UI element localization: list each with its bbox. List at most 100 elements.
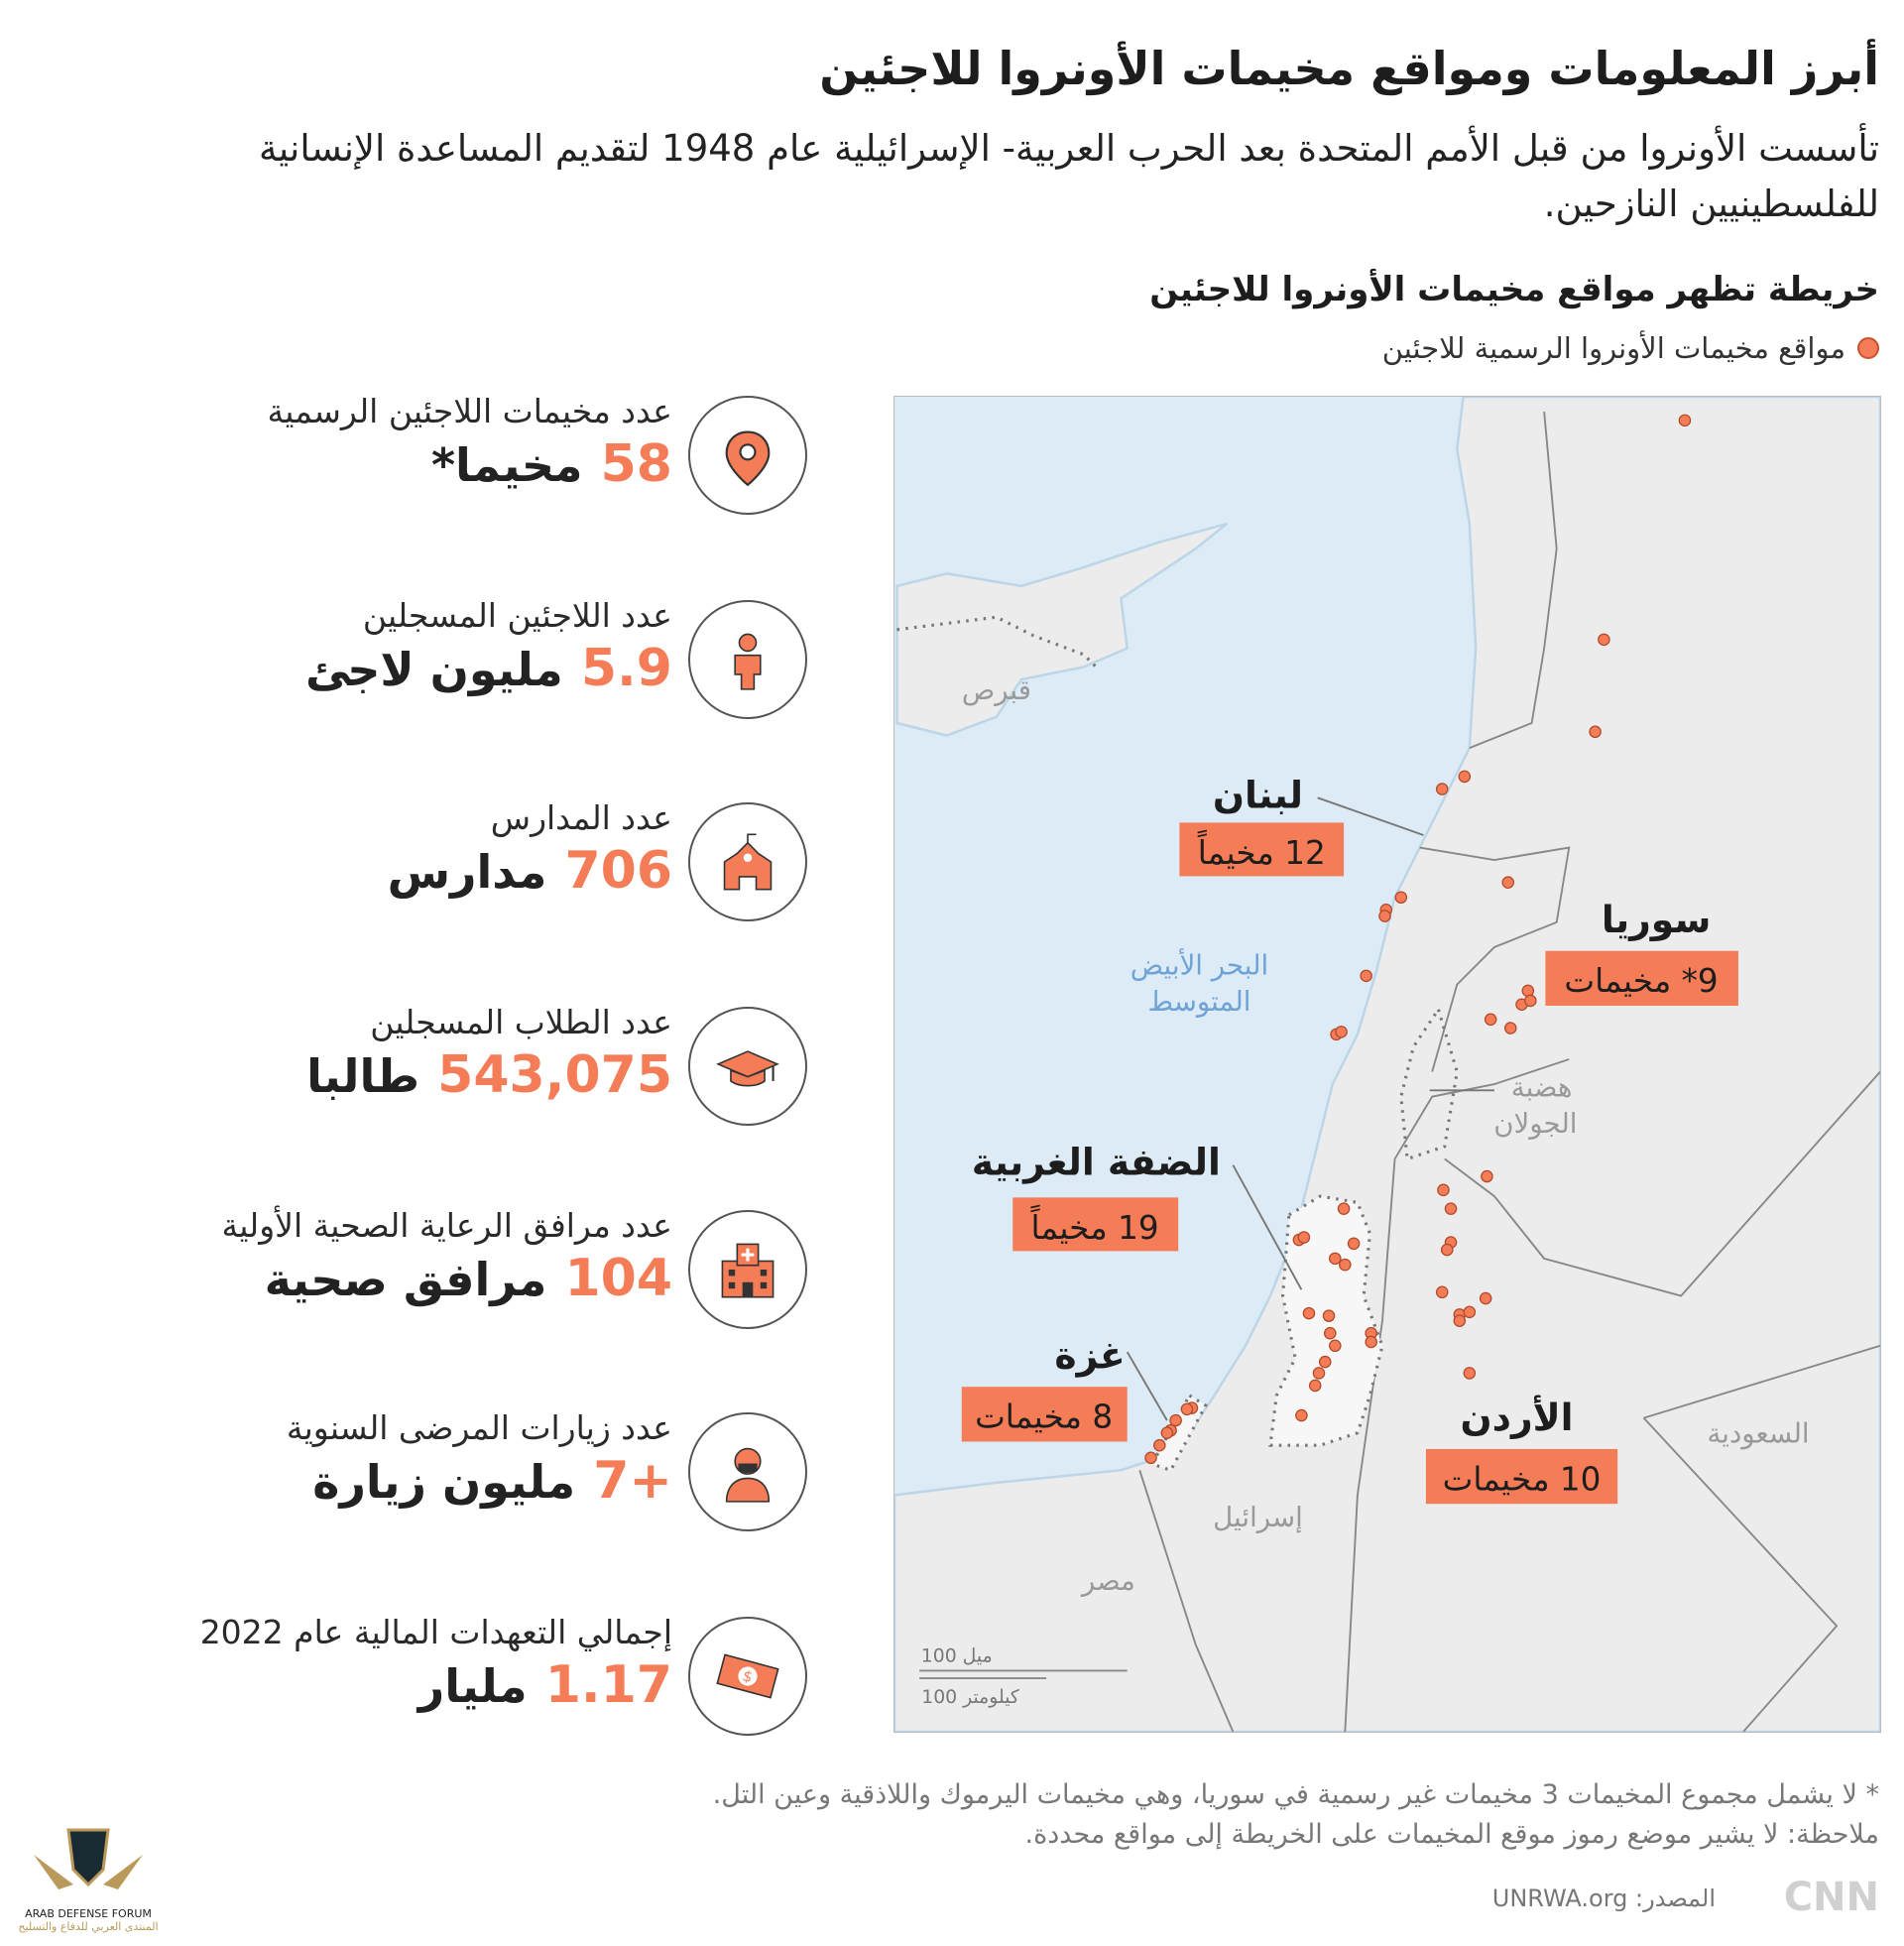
stat-icon-circle: $ [688,1617,807,1736]
camp-marker [1144,1451,1157,1465]
svg-text:$: $ [741,1666,755,1686]
camp-marker [1453,1314,1467,1327]
stat-icon-circle [688,396,807,515]
stat-number: 5.9 [580,639,672,698]
stat-icon-circle [688,1007,807,1126]
school-icon [723,833,773,891]
camp-marker [1501,876,1515,889]
camp-marker [1329,1339,1342,1353]
cnn-arabic-logo: CNN [1783,1875,1879,1920]
scale-km: 100 كيلومتر [921,1687,1019,1708]
arab-defense-forum-watermark: ARAB DEFENSE FORUM المنتدى العربي للدفاع… [14,1825,163,1933]
camp-marker [1360,969,1372,983]
stat-item: عدد المدارس 706 مدارس [38,798,672,901]
camp-marker [1484,1013,1497,1027]
footnote-map-note: ملاحظة: لا يشير موضع رموز موقع المخيمات … [1024,1819,1879,1850]
camp-marker [1678,414,1692,427]
graduation-cap-icon [716,1050,779,1087]
camp-marker [1339,1258,1352,1272]
footnote-unofficial-camps: * لا يشمل مجموع المخيمات 3 مخيمات غير رس… [712,1779,1879,1810]
camp-marker [1365,1335,1377,1349]
stat-unit: مرافق صحية [264,1253,547,1306]
camp-marker [1295,1408,1308,1422]
footnotes: * لا يشمل مجموع المخيمات 3 مخيمات غير رس… [713,1775,1879,1855]
label-gaza: غزة [1054,1333,1125,1377]
page-title: أبرز المعلومات ومواقع مخيمات الأونروا لل… [819,42,1879,95]
camp-marker [1335,1026,1348,1038]
cyprus-label: قبرص [962,673,1031,706]
stat-icon-circle [688,1210,807,1329]
camp-marker [1323,1326,1337,1340]
person-icon [734,633,762,690]
camp-marker [1444,1202,1458,1215]
region-labels: لبنان 12 مخيماً سوريا 9* مخيمات الضفة ال… [919,673,1810,1708]
lebanon-count: 12 مخيماً [1197,830,1326,872]
west-bank-count-box [1012,1197,1179,1252]
intro-text: تأسست الأونروا من قبل الأمم المتحدة بعد … [259,127,1879,225]
watermark-line1: ARAB DEFENSE FORUM [25,1907,152,1920]
camp-markers [1144,414,1692,1465]
israel-label: إسرائيل [1213,1501,1303,1533]
stat-item: عدد مرافق الرعاية الصحية الأولية 104 مراف… [38,1206,673,1308]
camp-marker [1598,633,1610,647]
scale-miles: 100 ميل [921,1646,993,1667]
stat-item: إجمالي التعهدات المالية عام 2022 1.17 ملي… [38,1613,672,1715]
camp-marker [1440,1243,1454,1257]
stat-number: 7+ [593,1451,672,1511]
legend-label: مواقع مخيمات الأونروا الرسمية للاجئين [1381,331,1845,365]
camp-marker [1312,1367,1326,1380]
stat-number: 543,075 [437,1045,672,1105]
stat-unit: مليون لاجئ [305,643,563,696]
camp-marker [1378,910,1391,922]
location-pin-icon [725,430,771,487]
camp-marker [1347,1237,1361,1251]
camp-marker [1435,1285,1449,1299]
stat-value-row: 543,075 طالبا [38,1045,672,1105]
camp-marker [1479,1291,1492,1305]
label-west-bank: الضفة الغربية [972,1141,1221,1184]
stat-label: عدد الطلاب المسجلين [370,1003,672,1041]
label-syria: سوريا [1602,898,1712,941]
camp-marker [1337,1202,1351,1215]
sea-label-2: المتوسط [1148,985,1251,1018]
stat-number: 706 [564,841,672,901]
stat-item: عدد اللاجئين المسجلين 5.9 مليون لاجئ [38,596,672,698]
stat-unit: مدارس [387,845,547,899]
watermark-line2: المنتدى العربي للدفاع والتسليح [18,1920,159,1933]
camp-marker [1160,1426,1174,1439]
saudi-label: السعودية [1707,1417,1809,1450]
west-bank-count: 19 مخيماً [1030,1205,1159,1247]
stat-value-row: 1.17 مليار [38,1655,672,1715]
camp-marker [1180,1402,1194,1416]
camp-marker [1153,1438,1166,1452]
stat-value-row: 7+ مليون زيارة [38,1451,672,1511]
camp-marker [1329,1252,1342,1266]
camp-marker [1318,1355,1332,1369]
egypt-label: مصر [1080,1564,1135,1597]
stat-item: عدد زيارات المرضى السنوية 7+ مليون زيارة [38,1408,672,1511]
stat-item: عدد الطلاب المسجلين 543,075 طالبا [38,1003,672,1105]
camp-marker [1437,1183,1450,1197]
label-lebanon: لبنان [1213,773,1303,816]
stat-unit: مليون زيارة [312,1455,576,1509]
camp-marker [1394,891,1408,905]
syria-count-box [1545,950,1738,1006]
stat-label: عدد المدارس [490,798,672,837]
source: المصدر: UNRWA.org [1491,1885,1716,1912]
borders [1138,411,1880,1732]
camp-marker [1589,725,1602,739]
cyprus [895,522,1228,737]
stat-icon-circle [688,1412,807,1531]
syria-count: 9* مخيمات [1564,962,1718,1000]
label-jordan: الأردن [1461,1395,1574,1439]
map-title: خريطة تظهر مواقع مخيمات الأونروا للاجئين [1149,270,1879,309]
camp-marker [1463,1305,1477,1319]
jordan-count-box [1425,1448,1618,1505]
land [894,397,1880,1732]
golan-label-2: الجولان [1493,1107,1577,1140]
stat-unit: مليار [417,1659,528,1713]
camp-marker [1169,1413,1182,1427]
stat-value-row: 706 مدارس [38,841,672,901]
stat-unit: مخيما* [430,438,583,492]
patient-mask-icon [725,1447,771,1503]
